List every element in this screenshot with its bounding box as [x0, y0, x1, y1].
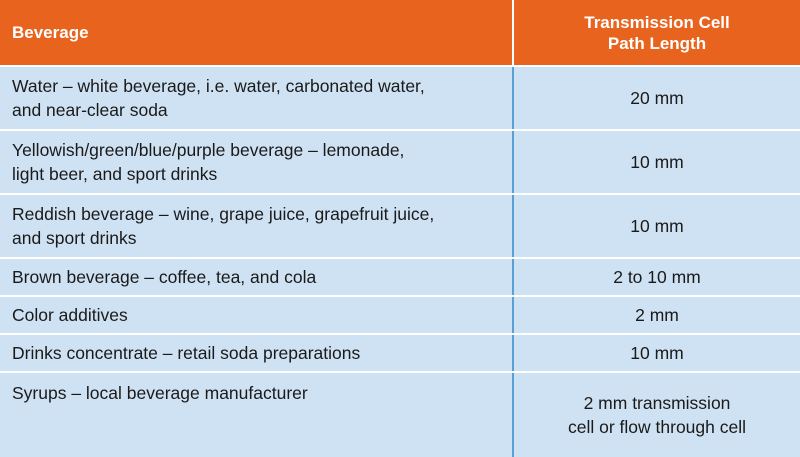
table-row: Reddish beverage – wine, grape juice, gr… [0, 193, 800, 257]
path-length-cell: 20 mm [512, 67, 800, 129]
beverage-cell: Reddish beverage – wine, grape juice, gr… [0, 195, 512, 257]
path-length-value: 10 mm [630, 216, 684, 236]
table-row: Yellowish/green/blue/purple beverage – l… [0, 129, 800, 193]
beverage-text: light beer, and sport drinks [12, 164, 218, 184]
beverage-text: Color additives [12, 305, 128, 325]
beverage-text: Reddish beverage – wine, grape juice, gr… [12, 204, 435, 224]
table-row: Brown beverage – coffee, tea, and cola 2… [0, 257, 800, 295]
beverage-text: Water – white beverage, i.e. water, carb… [12, 76, 425, 96]
path-length-value: 10 mm [630, 343, 684, 363]
path-length-value: 2 to 10 mm [613, 267, 701, 287]
beverage-cell: Brown beverage – coffee, tea, and cola [0, 259, 512, 295]
path-length-cell: 10 mm [512, 335, 800, 371]
header-path-length: Transmission Cell Path Length [512, 0, 800, 65]
beverage-text: Drinks concentrate – retail soda prepara… [12, 343, 361, 363]
table-row: Drinks concentrate – retail soda prepara… [0, 333, 800, 371]
beverage-text: Yellowish/green/blue/purple beverage – l… [12, 140, 405, 160]
header-path-length-label: Transmission Cell Path Length [584, 12, 730, 54]
header-path-length-line2: Path Length [607, 33, 707, 53]
beverage-cell: Yellowish/green/blue/purple beverage – l… [0, 131, 512, 193]
beverage-cell: Syrups – local beverage manufacturer [0, 373, 512, 457]
path-length-value: 2 mm [635, 305, 679, 325]
table-row: Water – white beverage, i.e. water, carb… [0, 65, 800, 129]
beverage-text: and near-clear soda [12, 100, 168, 120]
beverage-text: and sport drinks [12, 228, 137, 248]
header-beverage-label: Beverage [12, 23, 89, 42]
path-length-value: 20 mm [630, 88, 684, 108]
beverage-text: Syrups – local beverage manufacturer [12, 383, 308, 403]
beverage-cell: Water – white beverage, i.e. water, carb… [0, 67, 512, 129]
beverage-cell: Drinks concentrate – retail soda prepara… [0, 335, 512, 371]
header-path-length-line1: Transmission Cell [584, 12, 730, 32]
path-length-value: cell or flow through cell [568, 417, 746, 437]
path-length-cell: 2 to 10 mm [512, 259, 800, 295]
beverage-cell: Color additives [0, 297, 512, 333]
path-length-cell: 10 mm [512, 195, 800, 257]
table-row: Syrups – local beverage manufacturer 2 m… [0, 371, 800, 457]
path-length-value: 10 mm [630, 152, 684, 172]
header-beverage: Beverage [0, 0, 512, 65]
beverage-text: Brown beverage – coffee, tea, and cola [12, 267, 317, 287]
path-length-cell: 10 mm [512, 131, 800, 193]
table-row: Color additives 2 mm [0, 295, 800, 333]
path-length-cell: 2 mm [512, 297, 800, 333]
path-length-cell: 2 mm transmission cell or flow through c… [512, 373, 800, 457]
path-length-value: 2 mm transmission [583, 393, 731, 413]
table-header-row: Beverage Transmission Cell Path Length [0, 0, 800, 65]
